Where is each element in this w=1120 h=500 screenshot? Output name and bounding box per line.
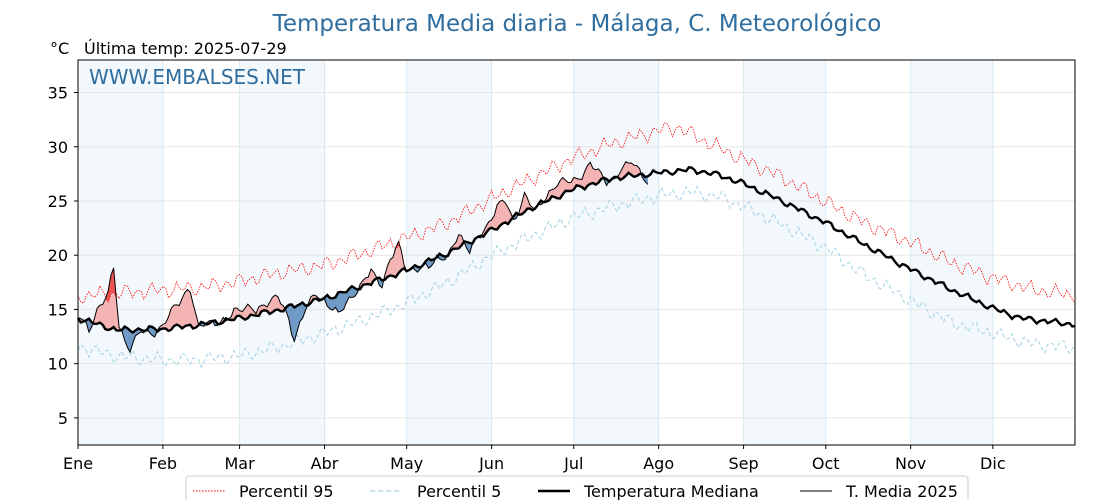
x-tick-label: Mar xyxy=(225,454,256,473)
y-tick-label: 30 xyxy=(48,138,68,157)
line-t-media-2025 xyxy=(77,161,649,354)
month-band xyxy=(239,60,325,445)
chart-title: Temperatura Media diaria - Málaga, C. Me… xyxy=(272,11,882,37)
y-tick-label: 15 xyxy=(48,300,68,319)
line-percentil-5 xyxy=(77,185,1076,369)
last-temp-label: Última temp: 2025-07-29 xyxy=(84,39,287,58)
legend-label-p5: Percentil 5 xyxy=(417,482,501,500)
y-tick-label: 10 xyxy=(48,355,68,374)
month-band xyxy=(743,60,826,445)
fill-above-median xyxy=(568,182,572,192)
x-tick-label: Feb xyxy=(149,454,177,473)
fill-below-median xyxy=(338,291,342,313)
fill-below-median xyxy=(329,297,333,311)
y-tick-label: 5 xyxy=(58,409,68,428)
fill-above-median xyxy=(502,199,506,224)
fill-above-median xyxy=(173,304,177,327)
y-tick-label: 25 xyxy=(48,192,68,211)
x-tick-label: Sep xyxy=(729,454,759,473)
legend-label-median: Temperatura Mediana xyxy=(583,482,759,500)
x-tick-label: Ago xyxy=(643,454,674,473)
month-bands xyxy=(78,60,993,445)
fill-above-median xyxy=(184,288,188,327)
legend: Percentil 95 Percentil 5 Temperatura Med… xyxy=(185,475,969,500)
line-percentil-95 xyxy=(77,122,1076,304)
fill-above-median xyxy=(499,199,503,227)
legend-label-2025: T. Media 2025 xyxy=(845,482,958,500)
x-axis-ticks: Ene Feb Mar Abr May Jun Jul Ago Sep Oct Nov Dic xyxy=(63,445,1006,473)
x-tick-label: Abr xyxy=(311,454,339,473)
y-tick-label: 20 xyxy=(48,246,68,265)
month-band xyxy=(910,60,993,445)
x-tick-label: Ene xyxy=(63,454,93,473)
legend-label-p95: Percentil 95 xyxy=(239,482,334,500)
line-temperatura-mediana xyxy=(76,166,1076,334)
x-tick-label: Nov xyxy=(895,454,926,473)
fill-above-median xyxy=(275,294,279,311)
watermark: WWW.EMBALSES.NET xyxy=(89,65,306,89)
x-tick-label: Jun xyxy=(478,454,504,473)
unit-label: °C xyxy=(50,39,69,58)
fill-below-median xyxy=(340,291,344,312)
x-tick-label: Dic xyxy=(980,454,1006,473)
month-band xyxy=(573,60,659,445)
x-tick-label: May xyxy=(390,454,423,473)
plot-frame xyxy=(77,59,1076,446)
month-band xyxy=(78,60,163,445)
legend-box xyxy=(185,475,969,500)
y-tick-label: 35 xyxy=(48,84,68,103)
series-lines xyxy=(76,122,1076,369)
y-axis-ticks: 5 10 15 20 25 30 35 xyxy=(48,84,78,428)
fill-above-median xyxy=(176,304,180,327)
fill-above-median xyxy=(187,289,191,326)
fill-above-median xyxy=(390,256,394,277)
x-tick-label: Jul xyxy=(563,454,583,473)
x-tick-label: Oct xyxy=(812,454,840,473)
